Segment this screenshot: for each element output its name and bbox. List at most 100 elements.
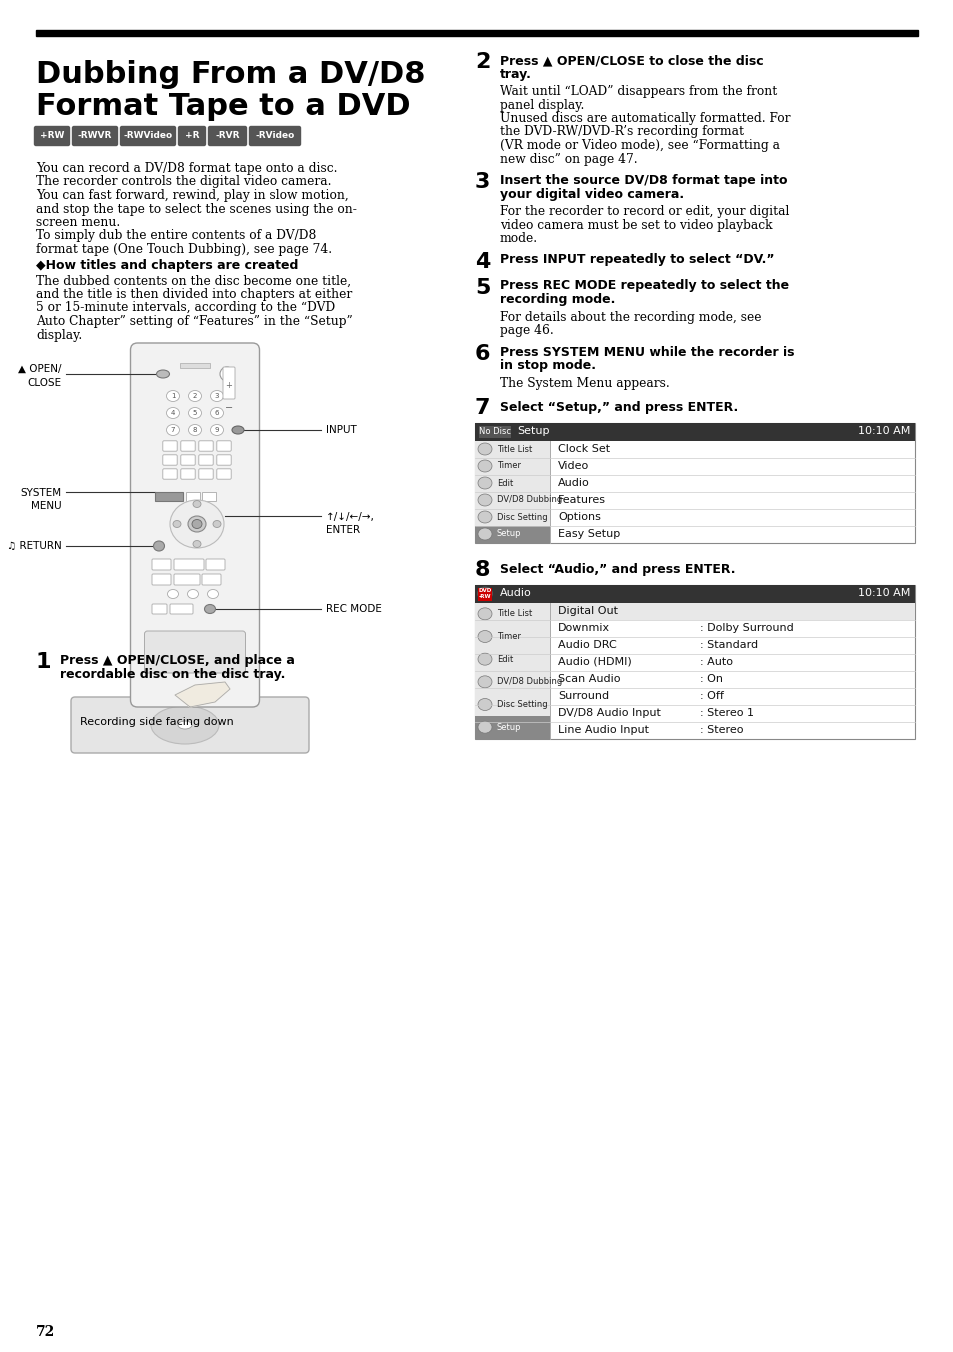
FancyBboxPatch shape [144, 631, 245, 673]
Text: Disc Setting: Disc Setting [497, 700, 547, 708]
Text: The dubbed contents on the disc become one title,: The dubbed contents on the disc become o… [36, 274, 351, 288]
Text: Format Tape to a DVD: Format Tape to a DVD [36, 92, 410, 120]
Ellipse shape [477, 493, 492, 506]
Text: Digital Out: Digital Out [558, 606, 618, 617]
Bar [475, 584, 914, 738]
Ellipse shape [193, 500, 201, 507]
Text: 1: 1 [171, 393, 175, 399]
Text: SYSTEM: SYSTEM [21, 488, 62, 498]
Bar [475, 715, 550, 738]
Text: Options: Options [558, 512, 600, 522]
Text: mode.: mode. [499, 233, 537, 245]
Ellipse shape [477, 653, 492, 665]
Text: 2: 2 [475, 51, 490, 72]
Ellipse shape [477, 460, 492, 472]
Text: Setup: Setup [497, 530, 521, 538]
Text: Auto Chapter” setting of “Features” in the “Setup”: Auto Chapter” setting of “Features” in t… [36, 315, 353, 329]
Text: REC MODE: REC MODE [326, 604, 381, 614]
Text: : Off: : Off [700, 691, 723, 700]
Text: -RVideo: -RVideo [255, 131, 294, 141]
Text: DV/D8 Dubbing: DV/D8 Dubbing [497, 495, 561, 504]
Text: 1: 1 [36, 652, 51, 672]
Text: and the title is then divided into chapters at either: and the title is then divided into chapt… [36, 288, 352, 301]
Text: your digital video camera.: your digital video camera. [499, 188, 683, 201]
FancyBboxPatch shape [216, 469, 231, 479]
Ellipse shape [167, 407, 179, 419]
Text: -RWVR: -RWVR [78, 131, 112, 141]
Text: and stop the tape to select the scenes using the on-: and stop the tape to select the scenes u… [36, 203, 356, 215]
Text: Press SYSTEM MENU while the recorder is: Press SYSTEM MENU while the recorder is [499, 346, 794, 358]
FancyBboxPatch shape [131, 343, 259, 707]
Text: −: − [225, 403, 233, 412]
FancyBboxPatch shape [34, 127, 70, 146]
FancyBboxPatch shape [173, 575, 200, 585]
Text: Press ▲ OPEN/CLOSE to close the disc: Press ▲ OPEN/CLOSE to close the disc [499, 54, 762, 68]
Text: Select “Audio,” and press ENTER.: Select “Audio,” and press ENTER. [499, 562, 735, 576]
Bar [36, 30, 917, 37]
Text: The System Menu appears.: The System Menu appears. [499, 376, 669, 389]
FancyBboxPatch shape [202, 575, 221, 585]
Ellipse shape [189, 391, 201, 402]
Text: 9: 9 [214, 427, 219, 433]
Text: 10:10 AM: 10:10 AM [857, 426, 909, 437]
Text: Unused discs are automatically formatted. For: Unused discs are automatically formatted… [499, 112, 790, 124]
FancyBboxPatch shape [198, 454, 213, 465]
Text: ↑/↓/←/→,: ↑/↓/←/→, [326, 512, 375, 522]
Text: recording mode.: recording mode. [499, 293, 615, 307]
Text: : Dolby Surround: : Dolby Surround [700, 623, 793, 633]
Ellipse shape [477, 477, 492, 489]
Ellipse shape [188, 589, 198, 599]
Text: : Stereo 1: : Stereo 1 [700, 708, 753, 718]
Text: Audio: Audio [558, 479, 589, 488]
Text: 5: 5 [475, 277, 490, 297]
Ellipse shape [188, 516, 206, 531]
Text: 4: 4 [475, 251, 490, 272]
Bar [186, 492, 200, 502]
Text: format tape (One Touch Dubbing), see page 74.: format tape (One Touch Dubbing), see pag… [36, 243, 332, 256]
Ellipse shape [477, 699, 492, 711]
Text: No Disc: No Disc [478, 427, 511, 435]
Text: INPUT: INPUT [326, 425, 356, 435]
Text: +: + [225, 381, 233, 391]
Text: Downmix: Downmix [558, 623, 610, 633]
FancyBboxPatch shape [223, 366, 234, 399]
Text: Title List: Title List [497, 445, 532, 453]
Text: Surround: Surround [558, 691, 608, 700]
Bar [475, 422, 914, 441]
Bar [180, 362, 210, 368]
Text: Setup: Setup [517, 426, 549, 437]
Text: Clock Set: Clock Set [558, 443, 610, 454]
FancyBboxPatch shape [216, 454, 231, 465]
FancyBboxPatch shape [72, 127, 117, 146]
FancyBboxPatch shape [181, 454, 195, 465]
Ellipse shape [477, 511, 492, 523]
Ellipse shape [189, 425, 201, 435]
Text: Select “Setup,” and press ENTER.: Select “Setup,” and press ENTER. [499, 400, 738, 414]
Text: You can record a DV/D8 format tape onto a disc.: You can record a DV/D8 format tape onto … [36, 162, 337, 174]
Bar [550, 603, 914, 619]
Text: panel display.: panel display. [499, 99, 584, 111]
FancyBboxPatch shape [163, 454, 177, 465]
Ellipse shape [477, 443, 492, 456]
FancyBboxPatch shape [163, 469, 177, 479]
Text: tray.: tray. [499, 68, 532, 81]
Text: screen menu.: screen menu. [36, 216, 120, 228]
Text: +RW: +RW [40, 131, 64, 141]
Bar [475, 422, 914, 542]
FancyBboxPatch shape [170, 604, 193, 614]
Bar [475, 526, 550, 542]
Ellipse shape [211, 407, 223, 419]
Ellipse shape [477, 721, 492, 733]
Text: DV/D8 Audio Input: DV/D8 Audio Input [558, 708, 660, 718]
Text: video camera must be set to video playback: video camera must be set to video playba… [499, 219, 772, 231]
Text: Title List: Title List [497, 610, 532, 618]
Bar [478, 426, 511, 438]
Ellipse shape [156, 370, 170, 379]
Text: : Auto: : Auto [700, 657, 732, 667]
Text: 7: 7 [475, 399, 490, 419]
Text: 6: 6 [475, 343, 490, 364]
Text: Audio: Audio [499, 588, 531, 599]
Ellipse shape [232, 426, 244, 434]
Text: new disc” on page 47.: new disc” on page 47. [499, 153, 637, 165]
Ellipse shape [168, 589, 178, 599]
